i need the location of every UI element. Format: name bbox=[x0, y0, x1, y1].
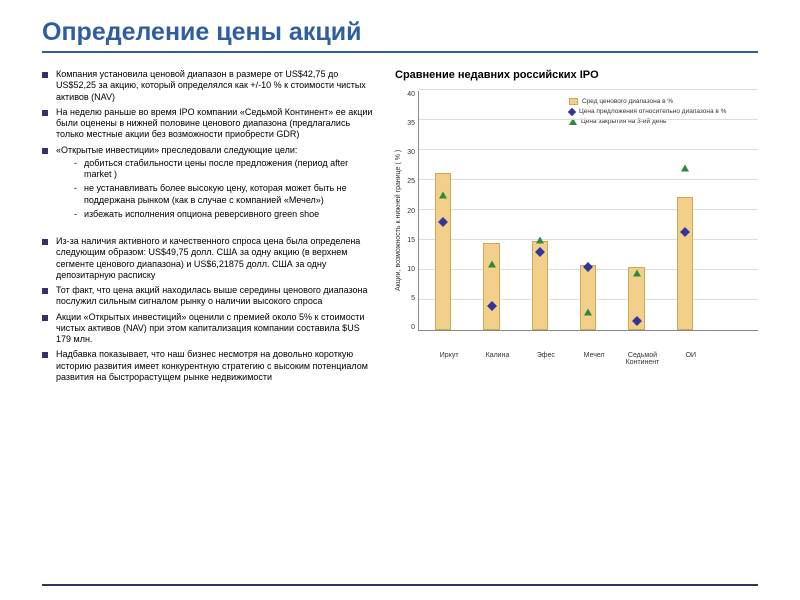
sub-bullet-item: добиться стабильности цены после предлож… bbox=[74, 158, 377, 181]
chart-column: Сравнение недавних российских IPO Акции,… bbox=[395, 69, 758, 387]
bullet-item: Акции «Открытых инвестиций» оценили с пр… bbox=[42, 312, 377, 346]
xaxis-label: ОИ bbox=[667, 349, 715, 366]
bullet-item: Надбавка показывает, что наш бизнес несм… bbox=[42, 349, 377, 383]
sub-bullet-item: не устанавливать более высокую цену, кот… bbox=[74, 183, 377, 206]
bullet-item: Тот факт, что цена акций находилась выше… bbox=[42, 285, 377, 308]
triangle-marker bbox=[488, 261, 496, 268]
bar bbox=[483, 243, 499, 330]
chart-yaxis: 0510152025303540 bbox=[402, 91, 418, 331]
bullet-item: На неделю раньше во время IPO компании «… bbox=[42, 107, 377, 141]
chart-ylabel: Акции, возможность к нижней границе ( % … bbox=[395, 91, 402, 349]
chart-plot: Сред ценового диапазона в %Цена предложе… bbox=[418, 91, 758, 331]
chart-area: Акции, возможность к нижней границе ( % … bbox=[395, 91, 758, 349]
chart-title: Сравнение недавних российских IPO bbox=[395, 69, 758, 81]
bullet-item: «Открытые инвестиции» преследовали следу… bbox=[42, 145, 377, 221]
legend-item: Сред ценового диапазона в % bbox=[569, 97, 726, 106]
bullet-item: Из-за наличия активного и качественного … bbox=[42, 236, 377, 281]
bar bbox=[677, 197, 693, 330]
xaxis-label: Калина bbox=[473, 349, 521, 366]
bullet-item bbox=[42, 224, 377, 232]
triangle-marker bbox=[439, 192, 447, 199]
chart-xaxis: ИркутКалинаЭфесМечелСедьмой КонтинентОИ bbox=[425, 349, 715, 366]
triangle-marker bbox=[536, 237, 544, 244]
triangle-marker bbox=[584, 309, 592, 316]
slide-title: Определение цены акций bbox=[42, 18, 758, 53]
bullet-item: Компания установила ценовой диапазон в р… bbox=[42, 69, 377, 103]
sub-bullet-item: избежать исполнения опциона реверсивного… bbox=[74, 209, 377, 220]
footer-rule bbox=[42, 584, 758, 586]
xaxis-label: Иркут bbox=[425, 349, 473, 366]
triangle-marker bbox=[633, 270, 641, 277]
chart-legend: Сред ценового диапазона в %Цена предложе… bbox=[569, 97, 726, 127]
triangle-marker bbox=[681, 165, 689, 172]
xaxis-label: Эфес bbox=[522, 349, 570, 366]
xaxis-label: Мечел bbox=[570, 349, 618, 366]
bar bbox=[580, 265, 596, 330]
legend-item: Цена предложения относительно диапазона … bbox=[569, 107, 726, 116]
xaxis-label: Седьмой Континент bbox=[618, 349, 666, 366]
bullet-column: Компания установила ценовой диапазон в р… bbox=[42, 69, 377, 387]
